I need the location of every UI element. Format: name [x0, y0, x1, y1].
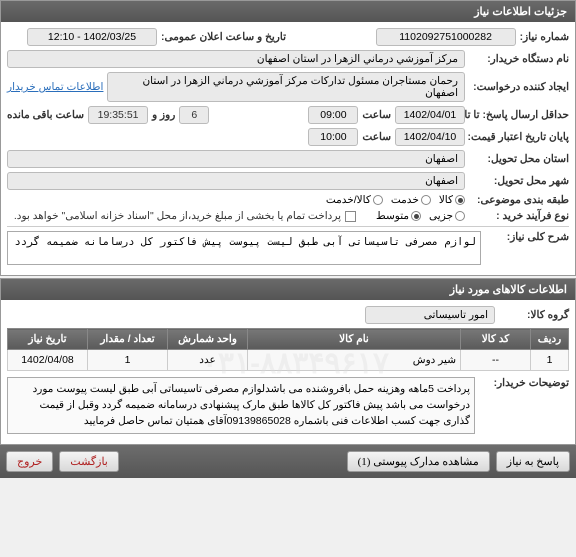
goods-info-panel: اطلاعات کالاهای مورد نیاز گروه کالا: امو… [0, 278, 576, 445]
pt-opt-1[interactable]: متوسط [376, 210, 421, 222]
city-del-value: اصفهان [7, 172, 465, 190]
buyer-device-label: نام دستگاه خریدار: [469, 53, 569, 65]
announce-value: 1402/03/25 - 12:10 [27, 28, 157, 46]
need-details-body: شماره نیاز: 1102092751000282 تاریخ و ساع… [1, 22, 575, 275]
treasury-checkbox[interactable] [345, 211, 356, 222]
deadline-date: 1402/04/01 [395, 106, 465, 124]
cell-name: شیر دوش [248, 350, 461, 371]
exit-button[interactable]: خروج [6, 451, 53, 472]
validity-date: 1402/04/10 [395, 128, 465, 146]
deadline-label: حداقل ارسال پاسخ: تا تاریخ: [469, 109, 569, 121]
city-req-value: اصفهان [7, 150, 465, 168]
col-code: کد کالا [461, 329, 531, 350]
cell-date: 1402/04/08 [8, 350, 88, 371]
requester-label: ایجاد کننده درخواست: [469, 81, 569, 93]
separator [7, 226, 569, 227]
goods-info-body: گروه کالا: امور تاسیساتی ردیف کد کالا نا… [1, 300, 575, 444]
buyer-notes-label: توضیحات خریدار: [479, 377, 569, 389]
footer-toolbar: پاسخ به نیاز مشاهده مدارک پیوستی (1) باز… [0, 445, 576, 478]
col-unit: واحد شمارش [168, 329, 248, 350]
validity-label: پایان تاریخ اعتبار قیمت: تا تاریخ: [469, 131, 569, 143]
validity-time-label: ساعت [362, 131, 391, 143]
group-value: امور تاسیساتی [365, 306, 495, 324]
goods-table: ردیف کد کالا نام کالا واحد شمارش تعداد /… [7, 328, 569, 371]
need-number-label: شماره نیاز: [520, 31, 569, 43]
purchase-type-group: جزیی متوسط [376, 210, 465, 222]
goods-info-header: اطلاعات کالاهای مورد نیاز [1, 279, 575, 300]
days-remaining: 6 [179, 106, 209, 124]
col-qty: تعداد / مقدار [88, 329, 168, 350]
requester-value: رحمان مستاجران مسئول تدارکات مرکز آموزشي… [107, 72, 465, 102]
cat-opt-0[interactable]: کالا [439, 194, 465, 206]
announce-label: تاریخ و ساعت اعلان عمومی: [161, 31, 286, 43]
deadline-time-label: ساعت [362, 109, 391, 121]
radio-icon [421, 195, 431, 205]
remaining-label: ساعت باقی مانده [7, 109, 84, 121]
col-idx: ردیف [531, 329, 569, 350]
need-details-panel: جزئیات اطلاعات نیاز شماره نیاز: 11020927… [0, 0, 576, 276]
category-radio-group: کالا خدمت کالا/خدمت [326, 194, 465, 206]
category-label: طبقه بندی موضوعی: [469, 194, 569, 206]
checkbox-label: پرداخت تمام یا بخشی از مبلغ خرید،از محل … [14, 210, 341, 222]
validity-time: 10:00 [308, 128, 358, 146]
city-del-label: شهر محل تحویل: [469, 175, 569, 187]
col-name: نام کالا [248, 329, 461, 350]
cell-code: -- [461, 350, 531, 371]
col-date: تاریخ نیاز [8, 329, 88, 350]
days-label: روز و [152, 109, 175, 121]
radio-icon [373, 195, 383, 205]
deadline-time: 09:00 [308, 106, 358, 124]
buyer-device-value: مرکز آموزشي درماني الزهرا در استان اصفها… [7, 50, 465, 68]
table-header-row: ردیف کد کالا نام کالا واحد شمارش تعداد /… [8, 329, 569, 350]
need-details-header: جزئیات اطلاعات نیاز [1, 1, 575, 22]
contact-link[interactable]: اطلاعات تماس خریدار [7, 81, 103, 93]
city-req-label: استان محل تحویل: [469, 153, 569, 165]
radio-icon [455, 211, 465, 221]
cell-qty: 1 [88, 350, 168, 371]
back-button[interactable]: بازگشت [59, 451, 119, 472]
attachments-button[interactable]: مشاهده مدارک پیوستی (1) [347, 451, 490, 472]
cell-unit: عدد [168, 350, 248, 371]
cell-idx: 1 [531, 350, 569, 371]
time-remaining: 19:35:51 [88, 106, 148, 124]
need-number-value: 1102092751000282 [376, 28, 516, 46]
cat-opt-1[interactable]: خدمت [391, 194, 431, 206]
buyer-notes-text: پرداخت 5ماهه وهزینه حمل بافروشنده می باش… [7, 377, 475, 434]
radio-icon [455, 195, 465, 205]
purchase-type-label: نوع فرآیند خرید : [469, 210, 569, 222]
respond-button[interactable]: پاسخ به نیاز [496, 451, 570, 472]
radio-icon [411, 211, 421, 221]
table-row[interactable]: 1 -- شیر دوش عدد 1 1402/04/08 [8, 350, 569, 371]
group-label: گروه کالا: [499, 309, 569, 321]
pt-opt-0[interactable]: جزیی [429, 210, 465, 222]
desc-title-label: شرح کلی نیاز: [485, 231, 569, 243]
need-description [7, 231, 481, 265]
cat-opt-2[interactable]: کالا/خدمت [326, 194, 383, 206]
